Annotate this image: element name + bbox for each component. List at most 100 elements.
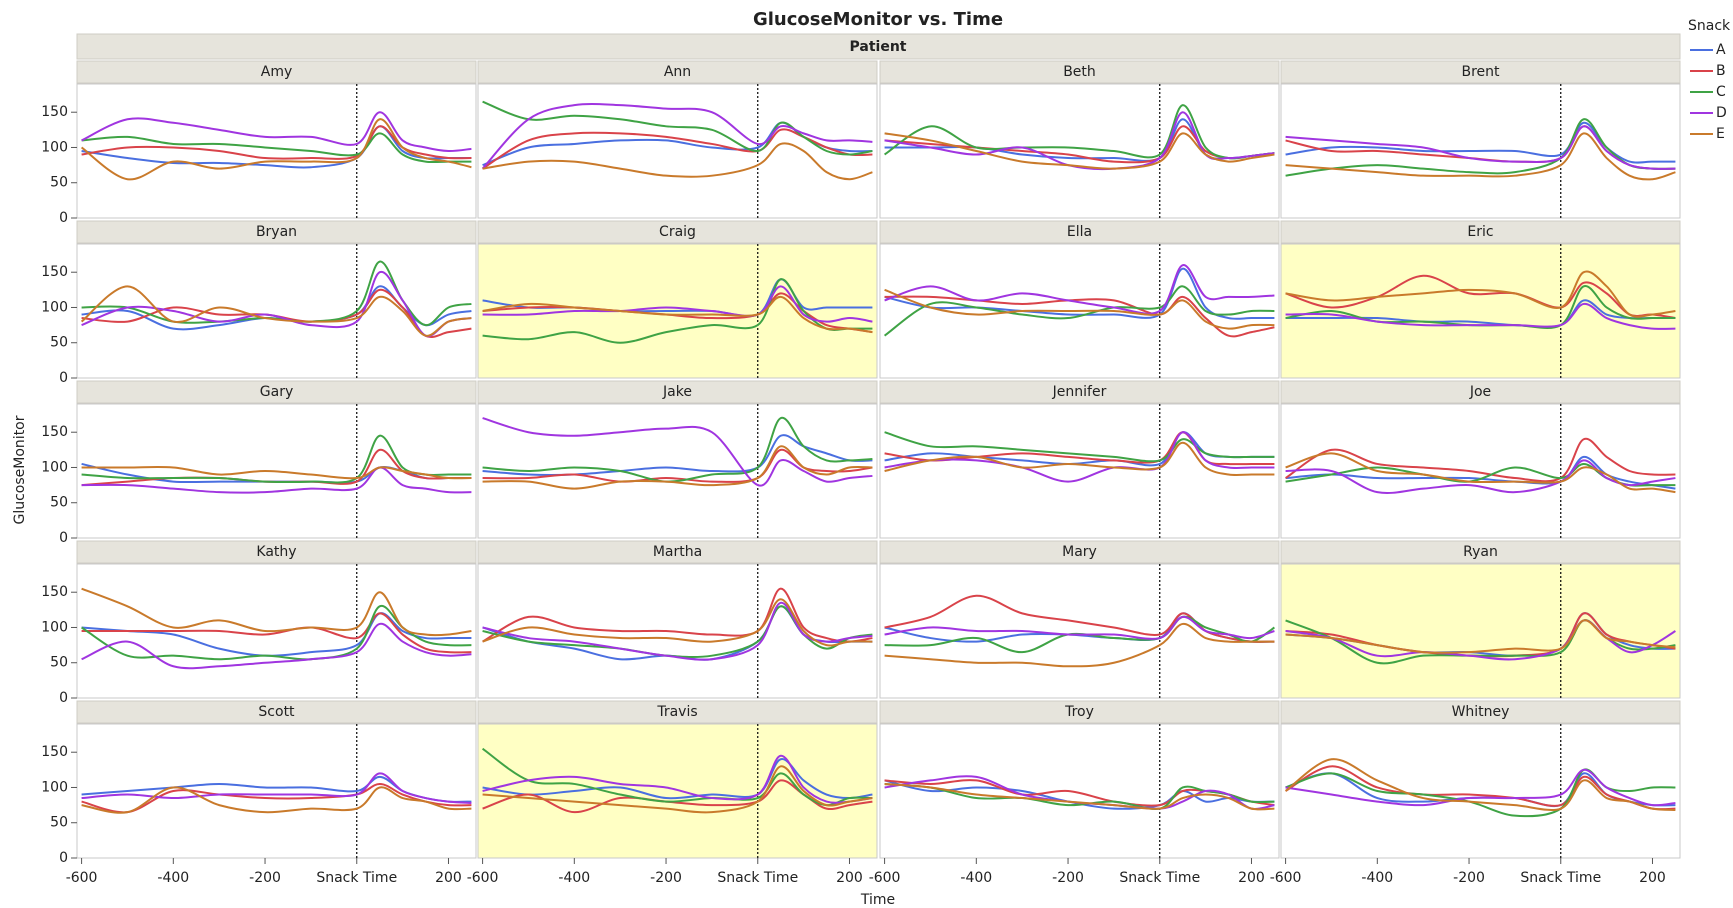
panel-title: Amy [261, 64, 293, 80]
panel-title: Travis [656, 704, 697, 720]
chart-title: GlucoseMonitor vs. Time [753, 9, 1003, 30]
x-tick-label: -400 [1361, 870, 1393, 886]
panel-title: Brent [1461, 64, 1500, 80]
strip [1280, 700, 1681, 724]
y-tick-label: 0 [59, 210, 68, 226]
panel-title: Gary [260, 384, 293, 400]
series-line [1285, 302, 1676, 330]
x-tick-label: -200 [1453, 870, 1485, 886]
panel-title: Jake [662, 384, 692, 400]
series-line [884, 622, 1275, 668]
strip [879, 60, 1280, 84]
panel-title: Martha [653, 544, 702, 560]
y-tick-label: 0 [59, 370, 68, 386]
series-line [884, 288, 1275, 330]
series-line [81, 111, 472, 153]
strip [76, 380, 477, 404]
x-tick-label: -400 [157, 870, 189, 886]
strip [76, 700, 477, 724]
series-line [1285, 619, 1676, 654]
series-line [1285, 619, 1676, 661]
series-line [482, 295, 873, 334]
series-line [482, 765, 873, 814]
x-tick-label: 200 [1639, 870, 1666, 886]
series-line [1285, 437, 1676, 483]
legend-label: B [1716, 63, 1726, 79]
series-line [482, 598, 873, 647]
series-line [884, 431, 1275, 463]
y-tick-label: 0 [59, 850, 68, 866]
x-tick-label: 200 [1238, 870, 1265, 886]
panel [76, 723, 477, 859]
series-line [482, 601, 873, 661]
facet-label: Patient [850, 39, 907, 55]
x-tick-label: -600 [66, 870, 98, 886]
x-tick-label: 200 [836, 870, 863, 886]
legend-label: A [1716, 42, 1726, 58]
strip [1280, 380, 1681, 404]
series-line [482, 417, 873, 483]
panel-title: Ryan [1463, 544, 1498, 560]
y-axis-label: GlucoseMonitor [12, 415, 28, 524]
series-line [884, 594, 1275, 643]
panel [879, 83, 1280, 219]
x-tick-label: -400 [960, 870, 992, 886]
panel-title: Bryan [256, 224, 297, 240]
series-line [482, 754, 873, 804]
series-line [1285, 132, 1676, 181]
legend-label: E [1716, 126, 1725, 142]
panel [76, 243, 477, 379]
series-line [1285, 768, 1676, 818]
y-tick-label: 150 [41, 584, 68, 600]
series-line [80, 118, 472, 181]
y-tick-label: 100 [41, 459, 68, 475]
strip [76, 540, 477, 564]
series-line [482, 445, 873, 490]
y-tick-label: 50 [50, 655, 68, 671]
series-line [482, 758, 873, 800]
panel [879, 563, 1280, 699]
series-line [482, 417, 873, 487]
strip [1280, 60, 1681, 84]
series-line [81, 132, 472, 164]
y-tick-label: 50 [50, 335, 68, 351]
panel-title: Jennifer [1052, 384, 1107, 400]
y-tick-label: 100 [41, 139, 68, 155]
facet-header [76, 33, 1681, 60]
panel-title: Kathy [256, 544, 296, 560]
series-line [884, 615, 1275, 640]
series-line [884, 132, 1275, 170]
strip [879, 540, 1280, 564]
x-tick-label: -600 [869, 870, 901, 886]
y-tick-label: 150 [41, 104, 68, 120]
series-line [481, 102, 873, 170]
y-tick-label: 150 [41, 424, 68, 440]
y-tick-label: 50 [50, 175, 68, 191]
series-line [81, 612, 472, 657]
series-line [1285, 125, 1676, 170]
y-tick-label: 100 [41, 619, 68, 635]
y-tick-label: 0 [59, 530, 68, 546]
series-line [81, 587, 472, 637]
strip [76, 60, 477, 84]
series-line [1285, 459, 1676, 495]
series-line [1284, 758, 1676, 812]
x-tick-label: Snack Time [316, 870, 397, 886]
x-tick-label: -600 [1270, 870, 1302, 886]
series-line [81, 772, 472, 804]
panel [477, 83, 878, 219]
strip [477, 540, 878, 564]
series-line [482, 142, 873, 181]
y-tick-label: 150 [41, 264, 68, 280]
panel-title: Beth [1063, 64, 1096, 80]
series-line [884, 285, 1275, 337]
series-line [482, 779, 873, 814]
series-line [81, 612, 472, 654]
x-tick-label: Snack Time [1119, 870, 1200, 886]
legend-title: Snack [1688, 18, 1731, 34]
panel [76, 83, 477, 219]
strip [76, 220, 477, 244]
panel-title: Eric [1467, 224, 1493, 240]
x-tick-label: Snack Time [1520, 870, 1601, 886]
